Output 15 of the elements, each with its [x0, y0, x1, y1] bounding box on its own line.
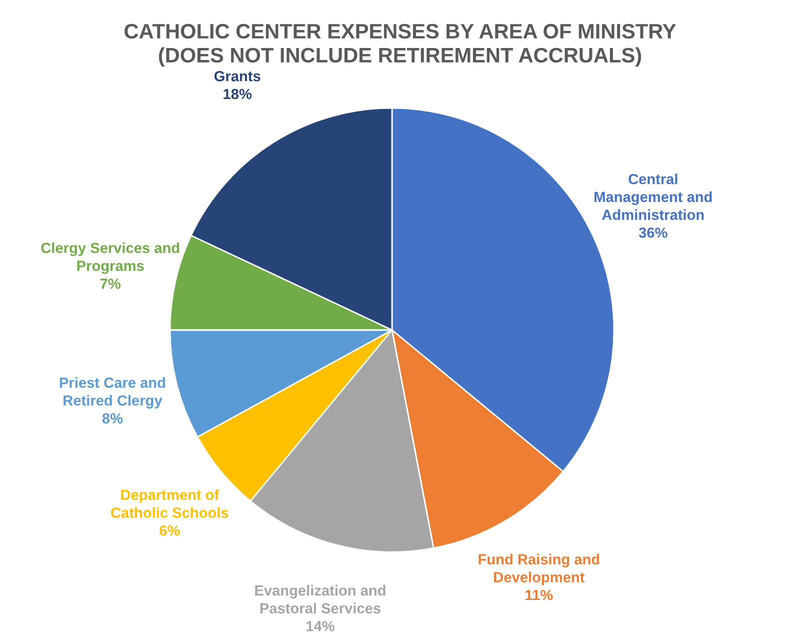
slice-label: Clergy Services and Programs — [41, 242, 180, 274]
slice-label: Central Management and Administration — [594, 174, 712, 220]
data-label: 14% — [306, 621, 334, 632]
chart-title: CATHOLIC CENTER EXPENSES BY AREA OF MINISTRY (DOES NOT INCLUDE RETIREMENT ACCRUALS) — [124, 24, 676, 67]
data-label: 11% — [526, 590, 553, 600]
data-label: 7% — [100, 278, 121, 289]
data-label: 8% — [102, 413, 123, 424]
slice-label: Priest Care and Retired Clergy — [60, 377, 166, 409]
data-label: 18% — [224, 88, 252, 100]
slice-label: Fund Raising and Development — [478, 554, 600, 586]
data-label: 36% — [638, 227, 668, 238]
slice-label: Evangelization and Pastoral Services — [255, 584, 386, 614]
slice-label: Department of Catholic Schools — [111, 489, 228, 518]
data-label: 6% — [160, 525, 180, 536]
slice-label: Grants — [214, 71, 260, 82]
